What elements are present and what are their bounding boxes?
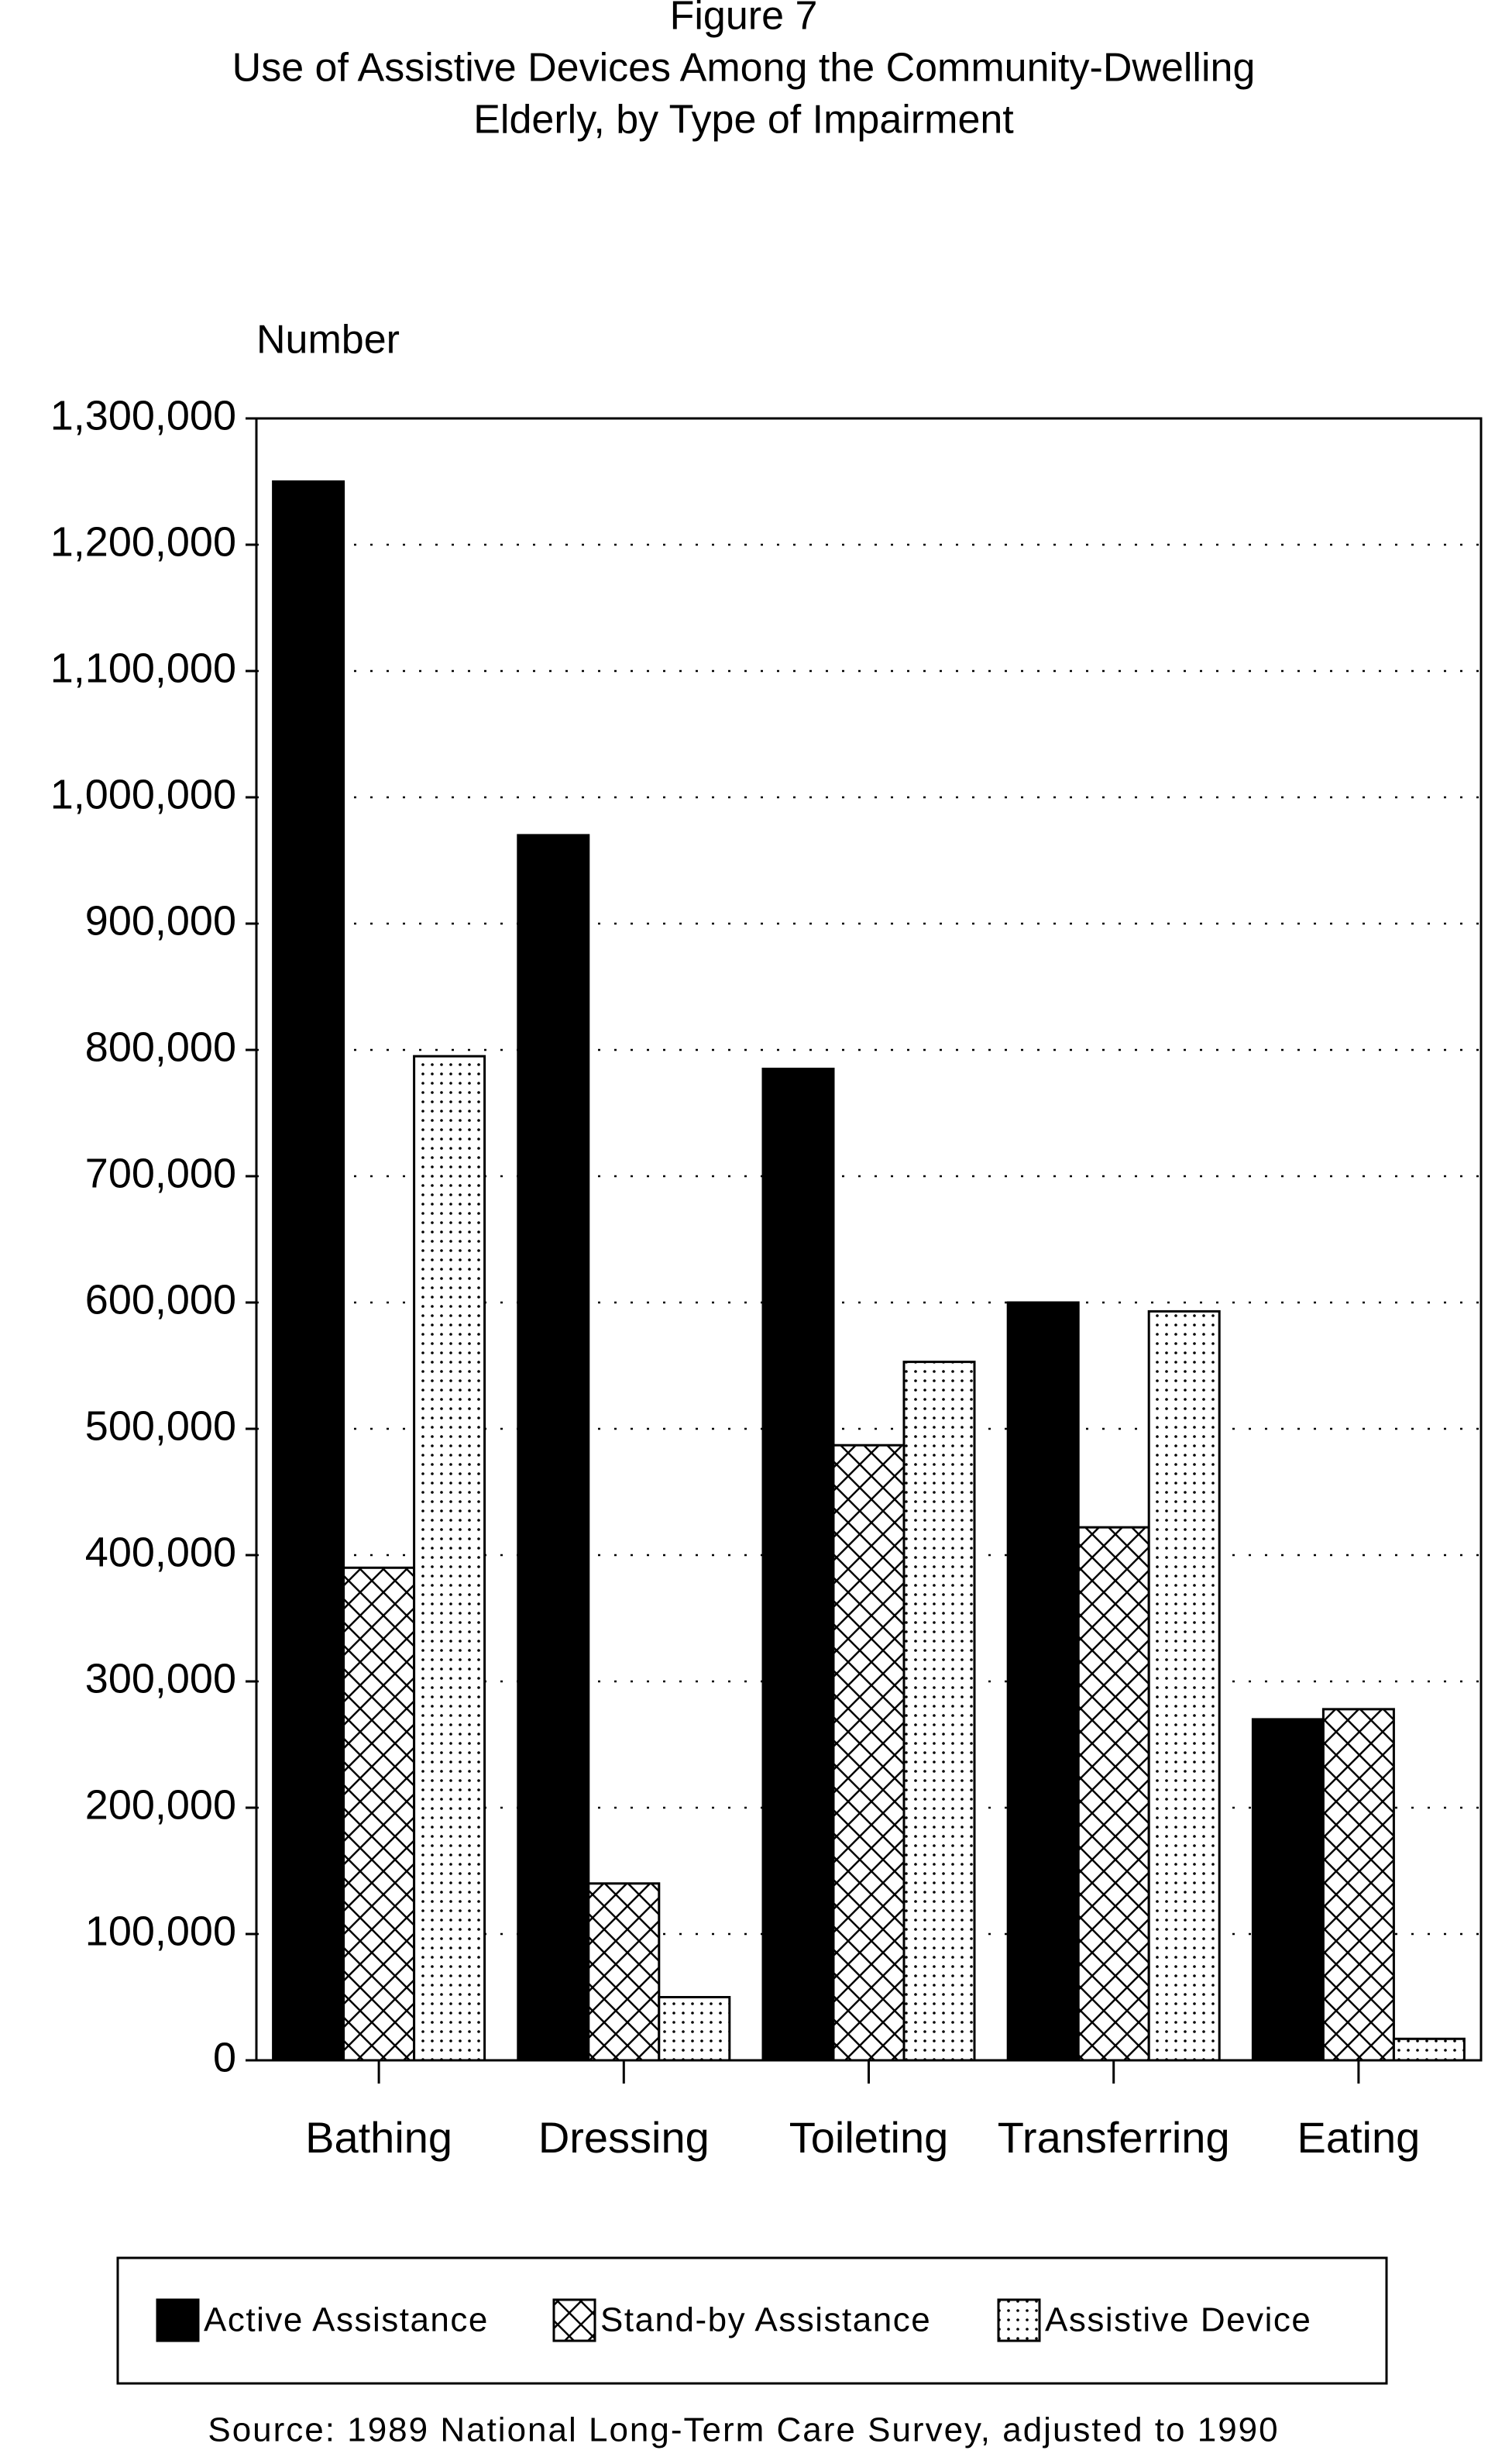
- bar: [342, 1566, 416, 2062]
- chart-title: Figure 7: [670, 0, 818, 39]
- y-tick-label: 1,100,000: [50, 645, 236, 691]
- bar: [1392, 2037, 1466, 2062]
- y-tick-label: 0: [213, 2034, 236, 2080]
- x-tick-label: Bathing: [305, 2113, 452, 2162]
- legend-swatch: [997, 2298, 1041, 2342]
- x-tick-label: Toileting: [789, 2113, 948, 2162]
- y-tick-label: 900,000: [85, 897, 236, 944]
- legend-box: [116, 2256, 1388, 2385]
- bar: [902, 1361, 976, 2062]
- x-tick-label: Transferring: [998, 2113, 1230, 2162]
- y-tick-label: 600,000: [85, 1276, 236, 1323]
- bar: [658, 1996, 731, 2062]
- y-tick-label: 400,000: [85, 1529, 236, 1575]
- bar: [1077, 1526, 1150, 2062]
- legend-label: Active Assistance: [204, 2301, 489, 2339]
- bar: [1147, 1309, 1221, 2062]
- legend-label: Stand-by Assistance: [600, 2301, 931, 2339]
- y-tick-label: 1,300,000: [50, 392, 236, 439]
- y-tick-label: 800,000: [85, 1024, 236, 1070]
- y-tick-label: 1,000,000: [50, 771, 236, 817]
- chart-subtitle: Use of Assistive Devices Among the Commu…: [232, 46, 1256, 91]
- bar: [832, 1444, 906, 2062]
- y-tick-label: 700,000: [85, 1150, 236, 1196]
- y-tick-label: 100,000: [85, 1908, 236, 1954]
- plot-frame: [255, 417, 1483, 2062]
- legend-swatch: [552, 2298, 596, 2342]
- bar: [761, 1067, 835, 2062]
- bar: [413, 1055, 486, 2062]
- x-tick-label: Eating: [1297, 2113, 1421, 2162]
- bar: [1251, 1718, 1325, 2062]
- y-axis-label: Number: [256, 318, 400, 363]
- y-tick-label: 200,000: [85, 1781, 236, 1828]
- legend-label: Assistive Device: [1045, 2301, 1311, 2339]
- bar: [1321, 1708, 1395, 2062]
- bar: [587, 1882, 661, 2062]
- source-note: Source: 1989 National Long-Term Care Sur…: [208, 2411, 1279, 2449]
- bar: [1006, 1301, 1080, 2062]
- legend-swatch: [156, 2298, 200, 2342]
- bar: [517, 834, 590, 2062]
- x-tick-label: Dressing: [538, 2113, 710, 2162]
- y-tick-label: 500,000: [85, 1402, 236, 1449]
- y-tick-label: 300,000: [85, 1655, 236, 1702]
- chart-subtitle: Elderly, by Type of Impairment: [473, 98, 1014, 143]
- bar: [272, 480, 345, 2062]
- y-tick-label: 1,200,000: [50, 518, 236, 565]
